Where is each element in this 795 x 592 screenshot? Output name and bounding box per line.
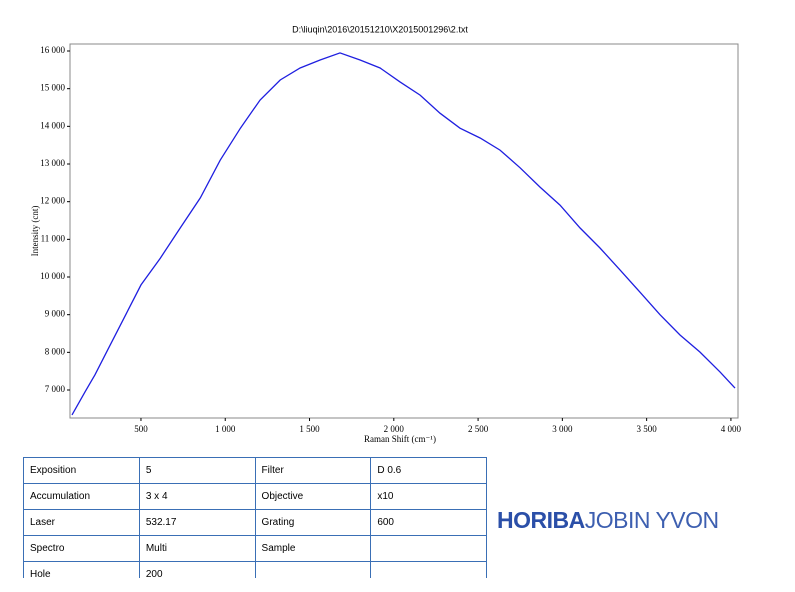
table-cell: Accumulation [23,483,140,510]
table-row: Exposition 5 Filter D 0.6 [23,457,487,484]
x-tick-label: 2 000 [384,424,405,434]
chart: D:\liuqin\2016\20151210\X2015001296\2.tx… [30,24,742,444]
x-tick-label: 1 000 [215,424,236,434]
y-axis-label: Intensity (cnt) [30,206,40,257]
logo: HORIBAJOBIN YVON [497,507,719,534]
y-tick-label: 12 000 [40,196,65,206]
table-cell: D 0.6 [370,457,487,484]
spectrum-line [71,52,736,416]
table-cell: Objective [254,483,372,510]
table-cell: 3 x 4 [138,483,256,510]
y-tick-label: 14 000 [40,120,65,130]
x-tick-label: 500 [134,424,148,434]
table-cell: 600 [370,509,487,536]
plot-frame [69,43,739,419]
logo-sub: JOBIN YVON [584,507,719,533]
table-row: Laser 532.17 Grating 600 [23,509,487,536]
table-cell: Exposition [23,457,140,484]
y-tick-label: 16 000 [40,45,65,55]
table-cell: 5 [138,457,256,484]
table-cell: Sample [254,535,372,562]
y-tick-label: 10 000 [40,271,65,281]
y-tick-label: 8 000 [45,346,66,356]
y-tick-label: 7 000 [45,384,66,394]
table-cell [370,535,487,562]
table-cell: 200 [138,561,256,578]
table-cell: x10 [370,483,487,510]
y-tick-label: 9 000 [45,309,66,319]
y-tick-label: 11 000 [41,233,66,243]
table-row: Accumulation 3 x 4 Objective x10 [23,483,487,510]
x-tick-label: 1 500 [299,424,320,434]
table-cell [254,561,372,578]
table-cell: Filter [254,457,372,484]
table-cell: Spectro [23,535,140,562]
x-axis-label: Raman Shift (cm⁻¹) [364,434,436,444]
table-cell: Laser [23,509,140,536]
table-cell: Grating [254,509,372,536]
table-cell: Multi [138,535,256,562]
table-cell: 532.17 [138,509,256,536]
x-tick-label: 3 500 [637,424,658,434]
table-cell: Hole [23,561,140,578]
y-tick-label: 15 000 [40,83,65,93]
x-tick-label: 2 500 [468,424,489,434]
y-tick-label: 13 000 [40,158,65,168]
table-row: Hole 200 [23,561,487,578]
table-row: Spectro Multi Sample [23,535,487,562]
table-cell [370,561,487,578]
x-tick-label: 4 000 [721,424,742,434]
logo-brand: HORIBA [497,507,585,533]
x-tick-label: 3 000 [552,424,573,434]
chart-title: D:\liuqin\2016\20151210\X2015001296\2.tx… [292,24,468,34]
